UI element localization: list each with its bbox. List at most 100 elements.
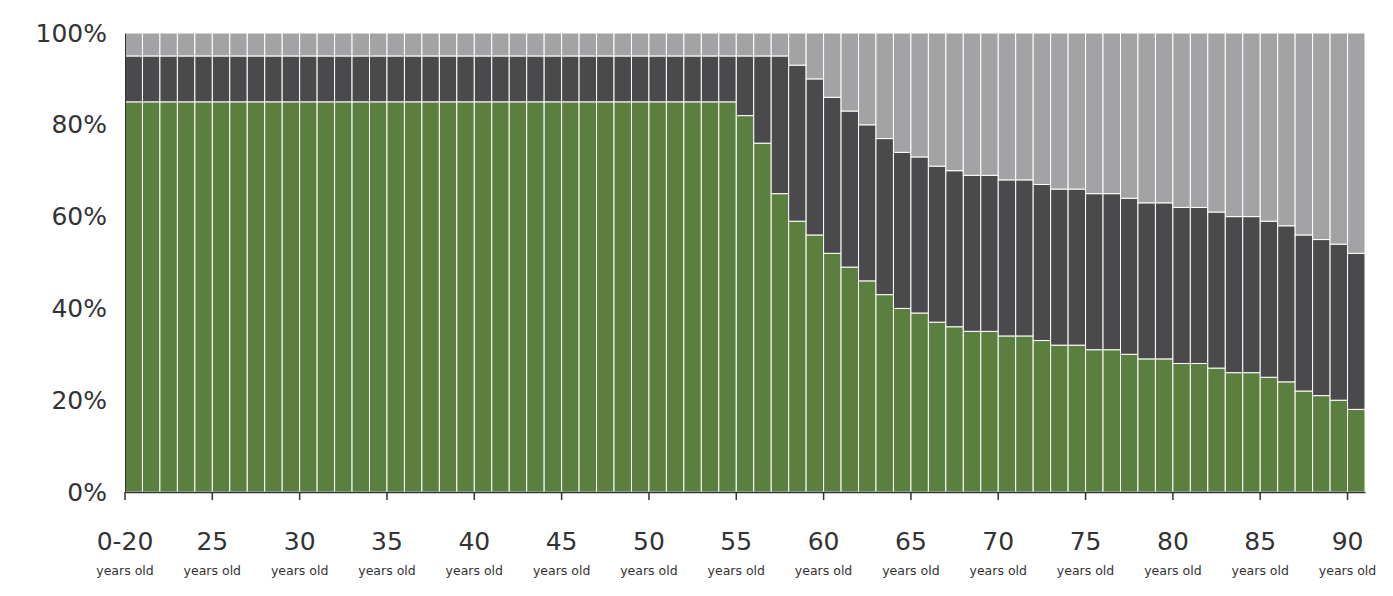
bar-segment bbox=[1278, 382, 1295, 492]
bar-segment bbox=[666, 56, 683, 102]
bar-segment bbox=[1033, 341, 1050, 492]
bar-segment bbox=[160, 33, 177, 56]
bar-segment bbox=[230, 102, 247, 492]
bar-segment bbox=[981, 175, 998, 331]
bar-segment bbox=[1260, 33, 1277, 221]
x-tick-label: 55years old bbox=[708, 527, 765, 578]
bar-segment bbox=[1051, 189, 1068, 345]
bar-segment bbox=[387, 56, 404, 102]
bar-segment bbox=[1348, 33, 1365, 253]
x-tick-label-sub: years old bbox=[882, 563, 939, 578]
bar-segment bbox=[370, 33, 387, 56]
bar-segment bbox=[387, 102, 404, 492]
x-tick-mark bbox=[997, 492, 999, 500]
bar-segment bbox=[1295, 33, 1312, 235]
bar-segment bbox=[300, 56, 317, 102]
bar-segment bbox=[1190, 33, 1207, 207]
x-tick: 40years old bbox=[446, 492, 503, 578]
bar-segment bbox=[789, 65, 806, 221]
bar-segment bbox=[1278, 226, 1295, 382]
bar-segment bbox=[736, 116, 753, 492]
bar-segment bbox=[579, 33, 596, 56]
bar-segment bbox=[1068, 345, 1085, 492]
bar-segment bbox=[719, 102, 736, 492]
bar-segment bbox=[439, 102, 456, 492]
bar-segment bbox=[422, 102, 439, 492]
bar-segment bbox=[492, 56, 509, 102]
bar-segment bbox=[317, 102, 334, 492]
x-tick-label-sub: years old bbox=[358, 563, 415, 578]
bar-segment bbox=[631, 56, 648, 102]
bar-segment bbox=[404, 102, 421, 492]
bar-segment bbox=[771, 194, 788, 492]
bar-segment bbox=[1243, 33, 1260, 217]
bar-segment bbox=[614, 33, 631, 56]
bar-segment bbox=[1086, 194, 1103, 350]
bar-segment bbox=[1068, 189, 1085, 345]
x-axis: 0-20years old25years old30years old35yea… bbox=[96, 492, 1376, 578]
bar-segment bbox=[352, 33, 369, 56]
bar-segment bbox=[1103, 350, 1120, 492]
bar-segment bbox=[230, 56, 247, 102]
bar-segment bbox=[1225, 217, 1242, 373]
bar-segment bbox=[1155, 33, 1172, 203]
bar-segment bbox=[666, 102, 683, 492]
bar-segment bbox=[1120, 198, 1137, 354]
bar-segment bbox=[265, 56, 282, 102]
x-tick-label-main: 25 bbox=[196, 527, 228, 556]
bar-segment bbox=[509, 102, 526, 492]
x-tick-label: 60years old bbox=[795, 527, 852, 578]
x-tick-label-main: 55 bbox=[720, 527, 752, 556]
bar-segment bbox=[282, 56, 299, 102]
x-tick-label-sub: years old bbox=[1144, 563, 1201, 578]
bar-segment bbox=[684, 56, 701, 102]
x-tick-label: 90years old bbox=[1319, 527, 1376, 578]
bar-segment bbox=[247, 56, 264, 102]
bar-segment bbox=[300, 102, 317, 492]
bar-segment bbox=[562, 56, 579, 102]
x-tick-label-main: 85 bbox=[1244, 527, 1276, 556]
bar-segment bbox=[1348, 253, 1365, 409]
x-tick-label: 70years old bbox=[970, 527, 1027, 578]
bar-segment bbox=[631, 102, 648, 492]
bar-segment bbox=[282, 33, 299, 56]
bar-segment bbox=[597, 33, 614, 56]
bar-segment bbox=[1051, 33, 1068, 189]
bar-segment bbox=[789, 221, 806, 492]
bar-segment bbox=[859, 281, 876, 492]
bar-segment bbox=[736, 33, 753, 56]
x-tick: 80years old bbox=[1144, 492, 1201, 578]
y-tick: 80% bbox=[51, 110, 125, 139]
bar-segment bbox=[824, 33, 841, 97]
bar-segment bbox=[963, 331, 980, 492]
bar-segment bbox=[876, 33, 893, 139]
x-tick-mark bbox=[736, 492, 738, 500]
bar-segment bbox=[125, 56, 142, 102]
x-tick: 75years old bbox=[1057, 492, 1114, 578]
y-tick-label: 20% bbox=[51, 386, 107, 415]
bar-segment bbox=[1225, 33, 1242, 217]
x-tick-label-main: 90 bbox=[1332, 527, 1364, 556]
x-tick-label-sub: years old bbox=[1057, 563, 1114, 578]
bar-segment bbox=[1278, 33, 1295, 226]
bar-segment bbox=[1208, 368, 1225, 492]
y-axis: 0%20%40%60%80%100% bbox=[36, 19, 126, 507]
bar-segment bbox=[1243, 217, 1260, 373]
y-tick: 60% bbox=[51, 202, 125, 231]
bar-segment bbox=[1313, 33, 1330, 240]
bar-segment bbox=[1120, 354, 1137, 492]
bar-segment bbox=[177, 56, 194, 102]
bar-segment bbox=[335, 33, 352, 56]
bar-segment bbox=[701, 56, 718, 102]
x-tick-label-main: 40 bbox=[458, 527, 490, 556]
bar-segment bbox=[946, 171, 963, 327]
bar-segment bbox=[1260, 377, 1277, 492]
x-tick-mark bbox=[124, 492, 126, 500]
x-tick: 0-20years old bbox=[96, 492, 153, 578]
x-tick-label-sub: years old bbox=[620, 563, 677, 578]
bar-segment bbox=[1033, 33, 1050, 184]
bar-segment bbox=[631, 33, 648, 56]
bar-segment bbox=[247, 33, 264, 56]
x-tick-label-main: 45 bbox=[546, 527, 578, 556]
x-tick-mark bbox=[561, 492, 563, 500]
